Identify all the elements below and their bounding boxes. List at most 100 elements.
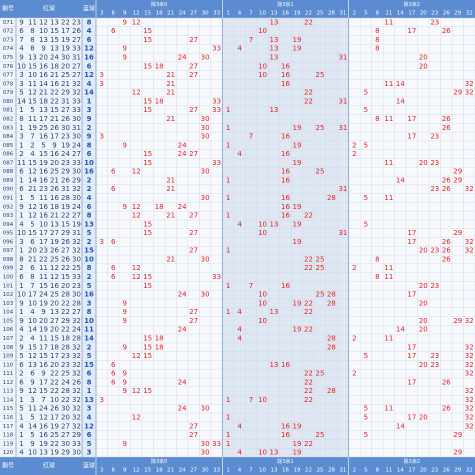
red-number: 16 bbox=[39, 71, 48, 79]
red-number: 16 bbox=[39, 168, 48, 176]
dist-number: 16 bbox=[281, 71, 290, 79]
dist-number: 14 bbox=[396, 326, 405, 334]
red-number: 32 bbox=[72, 185, 81, 193]
dist-number: 22 bbox=[304, 440, 313, 448]
dist-number: 15 bbox=[143, 334, 152, 342]
dist-number: 19 bbox=[293, 449, 302, 457]
red-number: 26 bbox=[50, 247, 59, 255]
dist-number: 17 bbox=[407, 413, 416, 421]
red-number: 29 bbox=[61, 89, 70, 97]
col-header: 33 bbox=[213, 468, 220, 474]
dist-number: 32 bbox=[465, 387, 474, 395]
col-header: 12 bbox=[133, 468, 140, 474]
red-number: 11 bbox=[39, 273, 48, 281]
header-reds: 红球 bbox=[43, 5, 55, 13]
blue-number: 8 bbox=[87, 308, 92, 316]
red-number: 27 bbox=[72, 36, 81, 44]
dist-number: 33 bbox=[212, 159, 221, 167]
col-header: 23 bbox=[431, 11, 438, 17]
dist-number: 19 bbox=[293, 440, 302, 448]
red-number: 16 bbox=[50, 150, 59, 158]
dist-number: 2 bbox=[352, 264, 356, 272]
red-number: 17 bbox=[61, 27, 70, 35]
dist-number: 5 bbox=[364, 352, 368, 360]
red-number: 16 bbox=[50, 282, 59, 290]
dist-number: 32 bbox=[465, 238, 474, 246]
red-number: 9 bbox=[41, 308, 45, 316]
red-number: 23 bbox=[39, 247, 48, 255]
red-number: 27 bbox=[72, 308, 81, 316]
red-number: 15 bbox=[50, 106, 59, 114]
period: 091 bbox=[3, 195, 14, 201]
dist-number: 19 bbox=[293, 141, 302, 149]
red-number: 12 bbox=[50, 273, 59, 281]
red-number: 10 bbox=[28, 449, 37, 457]
dist-number: 25 bbox=[315, 71, 324, 79]
red-number: 19 bbox=[61, 45, 70, 53]
dist-number: 12 bbox=[132, 203, 141, 211]
dist-number: 9 bbox=[122, 141, 126, 149]
dist-number: 33 bbox=[212, 45, 221, 53]
dist-number: 7 bbox=[249, 133, 253, 141]
red-number: 28 bbox=[61, 343, 70, 351]
dist-number: 5 bbox=[364, 89, 368, 97]
dist-number: 20 bbox=[419, 299, 428, 307]
red-number: 26 bbox=[61, 255, 70, 263]
period: 098 bbox=[3, 257, 14, 263]
red-number: 8 bbox=[30, 273, 34, 281]
dist-number: 26 bbox=[442, 255, 451, 263]
dist-number: 21 bbox=[166, 255, 175, 263]
col-header: 11 bbox=[385, 468, 392, 474]
red-number: 15 bbox=[39, 387, 48, 395]
red-number: 16 bbox=[39, 361, 48, 369]
col-header: 19 bbox=[293, 468, 300, 474]
red-number: 21 bbox=[50, 176, 59, 184]
dist-number: 13 bbox=[270, 45, 279, 53]
dist-number: 6 bbox=[111, 185, 116, 193]
red-number: 10 bbox=[17, 229, 26, 237]
red-number: 16 bbox=[50, 80, 59, 88]
red-number: 32 bbox=[72, 370, 81, 378]
dist-number: 4 bbox=[237, 326, 242, 334]
red-number: 4 bbox=[30, 308, 35, 316]
col-header: 8 bbox=[376, 11, 380, 17]
blue-number: 16 bbox=[84, 54, 94, 62]
col-header: 15 bbox=[144, 11, 151, 17]
blue-number: 14 bbox=[84, 89, 94, 97]
dist-number: 13 bbox=[270, 36, 279, 44]
dist-number: 24 bbox=[178, 378, 187, 386]
dist-number: 6 bbox=[111, 273, 116, 281]
red-number: 11 bbox=[39, 194, 48, 202]
col-header: 9 bbox=[123, 468, 127, 474]
dist-number: 1 bbox=[226, 308, 230, 316]
red-number: 14 bbox=[17, 97, 26, 105]
dist-number: 32 bbox=[465, 361, 474, 369]
col-header: 4 bbox=[238, 11, 242, 17]
dist-number: 10 bbox=[258, 396, 267, 404]
col-header: 30 bbox=[202, 11, 209, 17]
dist-number: 22 bbox=[304, 264, 313, 272]
red-number: 13 bbox=[39, 36, 48, 44]
red-number: 6 bbox=[19, 378, 24, 386]
dist-number: 22 bbox=[304, 212, 313, 220]
blue-number: 5 bbox=[87, 440, 92, 448]
dist-number: 15 bbox=[143, 220, 152, 228]
period: 111 bbox=[3, 371, 14, 377]
dist-number: 8 bbox=[375, 45, 379, 53]
dist-number: 26 bbox=[442, 238, 451, 246]
period: 102 bbox=[3, 292, 14, 298]
blue-number: 8 bbox=[87, 18, 92, 26]
period: 113 bbox=[3, 389, 14, 395]
dist-number: 33 bbox=[212, 273, 221, 281]
blue-number: 9 bbox=[87, 133, 92, 141]
dist-number: 30 bbox=[201, 405, 210, 413]
red-number: 30 bbox=[72, 133, 81, 141]
dist-number: 3 bbox=[100, 80, 104, 88]
dist-number: 15 bbox=[143, 97, 152, 105]
red-number: 21 bbox=[28, 255, 37, 263]
red-number: 10 bbox=[28, 71, 37, 79]
col-header: 17 bbox=[408, 468, 415, 474]
red-number: 17 bbox=[50, 133, 59, 141]
red-number: 22 bbox=[50, 89, 59, 97]
red-number: 19 bbox=[39, 159, 48, 167]
